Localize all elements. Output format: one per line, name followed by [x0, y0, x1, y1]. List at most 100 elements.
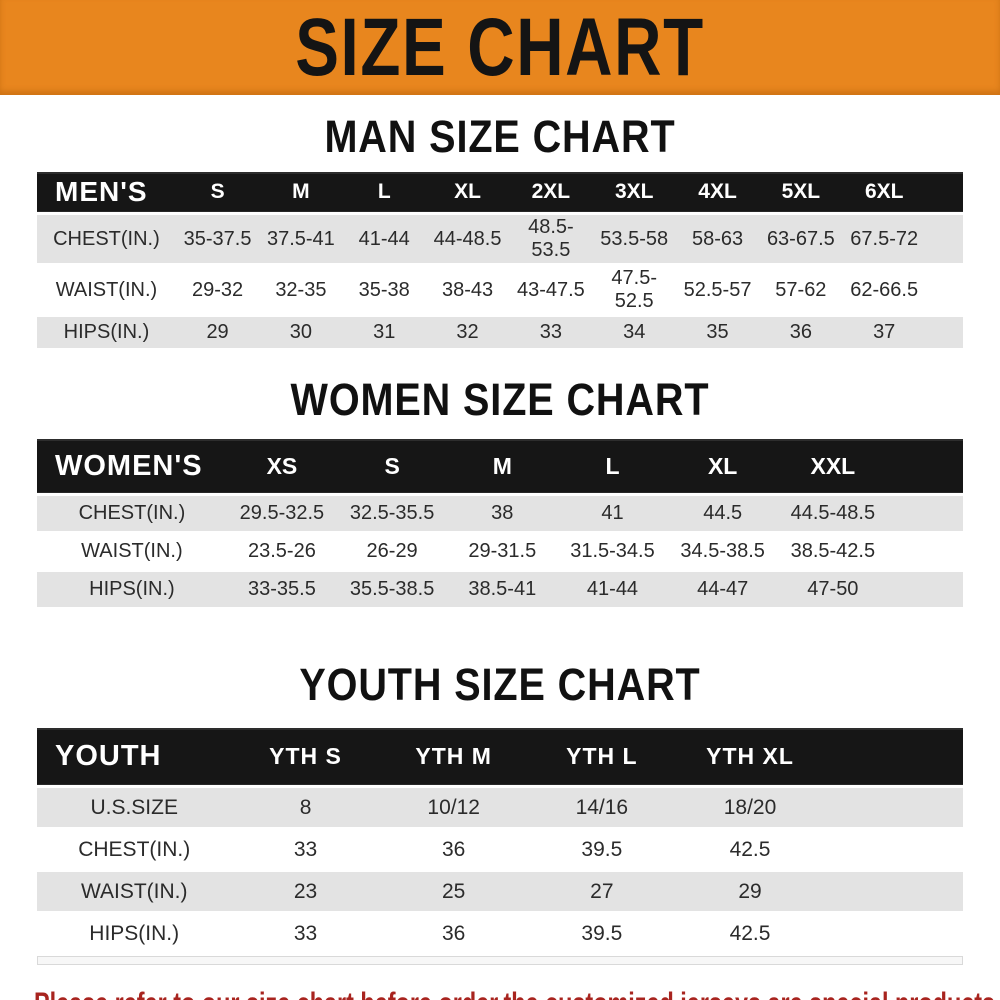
size-value: 14/16 [527, 788, 676, 827]
row-label: U.S.SIZE [37, 788, 232, 827]
women-size-section: WOMEN SIZE CHART WOMEN'S XS S M L XL XXL CHEST(… [0, 375, 1000, 610]
banner: SIZE CHART [0, 0, 1000, 95]
measurement-row: HIPS(IN.) 33 36 39.5 42.5 [37, 914, 963, 953]
youth-size-section: YOUTH SIZE CHART YOUTH YTH S YTH M YTH L YTH… [0, 660, 1000, 965]
size-value: 18/20 [675, 788, 825, 827]
row-label: WAIST(IN.) [37, 872, 232, 911]
filler-cell [925, 317, 963, 348]
size-value: 58-63 [675, 215, 760, 263]
table-corner-label: YOUTH [37, 728, 232, 785]
measurement-row: WAIST(IN.) 23 25 27 29 [37, 872, 963, 911]
table-corner-label: WOMEN'S [37, 439, 227, 493]
size-column-header: 4XL [675, 172, 760, 212]
table-header-row: MEN'S S M L XL 2XL 3XL 4XL 5XL 6XL [37, 172, 963, 212]
size-value: 38.5-42.5 [777, 534, 888, 569]
filler-cell [824, 728, 963, 785]
size-value: 29-32 [175, 266, 260, 314]
size-column-header: S [337, 439, 448, 493]
size-value: 34.5-38.5 [667, 534, 778, 569]
size-value: 38.5-41 [447, 572, 558, 607]
filler-cell [925, 266, 963, 314]
size-column-header: M [447, 439, 558, 493]
size-value: 29 [675, 872, 825, 911]
size-value: 32-35 [259, 266, 343, 314]
filler-cell [925, 172, 963, 212]
size-value: 42.5 [675, 914, 825, 953]
youth-size-table: YOUTH YTH S YTH M YTH L YTH XL U.S.SIZE 8 10/12… [37, 725, 963, 956]
size-value: 32 [425, 317, 510, 348]
size-column-header: YTH S [231, 728, 380, 785]
size-value: 26-29 [337, 534, 448, 569]
size-value: 35 [675, 317, 760, 348]
measurement-row: CHEST(IN.) 29.5-32.5 32.5-35.5 38 41 44.5 44.5… [37, 496, 963, 531]
size-column-header: 3XL [592, 172, 676, 212]
row-label: CHEST(IN.) [37, 496, 227, 531]
size-value: 39.5 [527, 830, 676, 869]
row-label: WAIST(IN.) [37, 534, 227, 569]
size-column-header: 2XL [509, 172, 593, 212]
size-value: 33 [231, 914, 380, 953]
size-column-header: XS [226, 439, 338, 493]
row-label: HIPS(IN.) [37, 572, 227, 607]
filler-cell [925, 215, 963, 263]
size-value: 53.5-58 [592, 215, 676, 263]
size-column-header: YTH XL [675, 728, 825, 785]
measurement-row: CHEST(IN.) 33 36 39.5 42.5 [37, 830, 963, 869]
footer-note-line-1: Please refer to our size chart before or… [34, 981, 1000, 1000]
size-value: 29 [175, 317, 260, 348]
table-corner-label: MEN'S [37, 172, 176, 212]
size-value: 38-43 [425, 266, 510, 314]
table-bottom-sliver [37, 956, 963, 965]
size-value: 27 [527, 872, 676, 911]
size-value: 41 [557, 496, 668, 531]
size-value: 44.5 [667, 496, 778, 531]
size-value: 10/12 [379, 788, 528, 827]
men-size-section: MAN SIZE CHART MEN'S S M L XL 2XL 3XL 4XL 5XL 6XL… [0, 112, 1000, 351]
filler-cell [887, 534, 963, 569]
size-value: 47.5-52.5 [592, 266, 676, 314]
measurement-row: WAIST(IN.) 29-32 32-35 35-38 38-43 43-47.5 47.… [37, 266, 963, 314]
size-column-header: XXL [777, 439, 888, 493]
size-value: 48.5-53.5 [509, 215, 593, 263]
size-value: 36 [379, 830, 528, 869]
filler-cell [824, 872, 963, 911]
women-section-title: WOMEN SIZE CHART [290, 374, 710, 425]
size-column-header: 5XL [759, 172, 843, 212]
size-column-header: YTH L [527, 728, 676, 785]
size-value: 8 [231, 788, 380, 827]
size-value: 35-37.5 [175, 215, 260, 263]
size-value: 42.5 [675, 830, 825, 869]
size-value: 33 [509, 317, 593, 348]
size-value: 44-48.5 [425, 215, 510, 263]
size-value: 52.5-57 [675, 266, 760, 314]
filler-cell [887, 439, 963, 493]
measurement-row: HIPS(IN.) 33-35.5 35.5-38.5 38.5-41 41-44 44-… [37, 572, 963, 607]
size-value: 23.5-26 [226, 534, 338, 569]
measurement-row: WAIST(IN.) 23.5-26 26-29 29-31.5 31.5-34.5 34… [37, 534, 963, 569]
men-size-table: MEN'S S M L XL 2XL 3XL 4XL 5XL 6XL CHEST(IN.) 35-37… [37, 169, 963, 351]
row-label: HIPS(IN.) [37, 914, 232, 953]
filler-cell [824, 914, 963, 953]
size-value: 41-44 [342, 215, 426, 263]
measurement-row: HIPS(IN.) 29 30 31 32 33 34 35 36 37 [37, 317, 963, 348]
size-column-header: M [259, 172, 343, 212]
measurement-row: CHEST(IN.) 35-37.5 37.5-41 41-44 44-48.5 48.5… [37, 215, 963, 263]
filler-cell [824, 830, 963, 869]
size-value: 30 [259, 317, 343, 348]
measurement-row: U.S.SIZE 8 10/12 14/16 18/20 [37, 788, 963, 827]
size-value: 39.5 [527, 914, 676, 953]
size-value: 34 [592, 317, 676, 348]
size-column-header: YTH M [379, 728, 528, 785]
size-value: 33 [231, 830, 380, 869]
size-value: 36 [379, 914, 528, 953]
men-section-title: MAN SIZE CHART [324, 111, 676, 162]
footer-note: Please refer to our size chart before or… [34, 981, 1000, 1000]
size-value: 44.5-48.5 [777, 496, 888, 531]
filler-cell [887, 496, 963, 531]
size-value: 37.5-41 [259, 215, 343, 263]
size-value: 32.5-35.5 [337, 496, 448, 531]
size-value: 47-50 [777, 572, 888, 607]
size-value: 31 [342, 317, 426, 348]
table-header-row: YOUTH YTH S YTH M YTH L YTH XL [37, 728, 963, 785]
size-value: 35-38 [342, 266, 426, 314]
